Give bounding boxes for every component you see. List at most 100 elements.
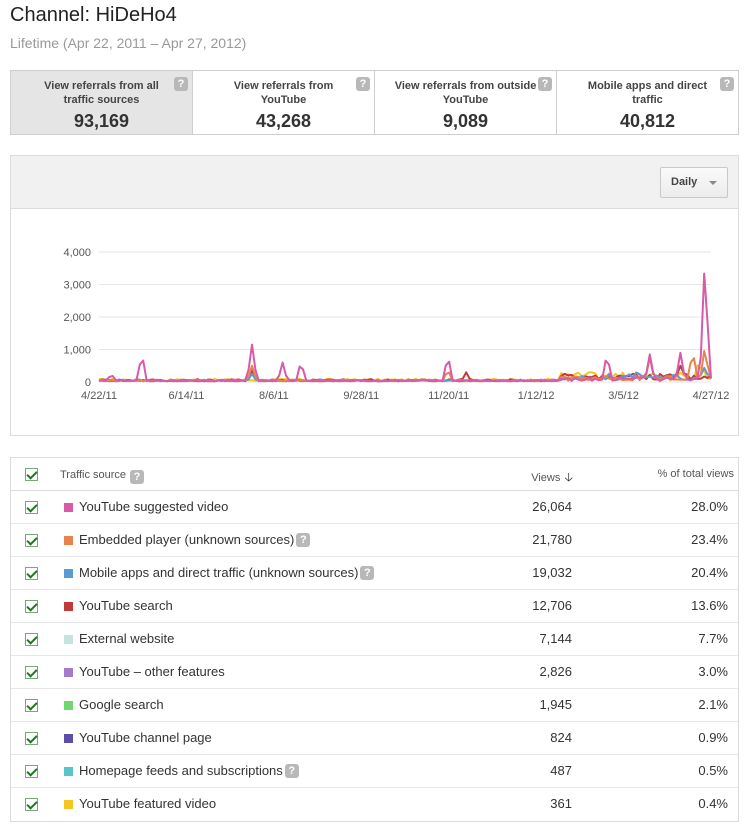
help-icon[interactable]: ?	[356, 77, 370, 91]
series-color-swatch	[64, 503, 73, 512]
y-tick-label: 1,000	[63, 345, 91, 357]
x-tick-label: 4/22/11	[81, 390, 117, 402]
traffic-source-table: Traffic source? Views 🡣 % of total views …	[10, 457, 739, 822]
row-checkbox[interactable]	[25, 567, 38, 580]
traffic-source-name: Homepage feeds and subscriptions	[79, 763, 283, 778]
metric-card-label: View referrals from YouTube	[233, 80, 334, 106]
column-header-pct: % of total views	[657, 468, 734, 480]
chevron-down-icon	[709, 181, 717, 185]
metric-card-label: View referrals from outside YouTube	[394, 80, 537, 106]
metric-card-0[interactable]: View referrals from all traffic sources 9…	[11, 71, 193, 134]
traffic-source-name: Embedded player (unknown sources)	[79, 532, 295, 547]
table-row: Embedded player (unknown sources)? 21,780…	[11, 524, 738, 557]
x-tick-label: 6/14/11	[168, 390, 204, 402]
views-value: 26,064	[532, 499, 572, 514]
series-color-swatch	[64, 734, 73, 743]
views-value: 361	[550, 796, 572, 811]
y-tick-label: 2,000	[63, 312, 91, 324]
granularity-dropdown[interactable]: Daily	[660, 167, 728, 198]
metric-card-value: 93,169	[73, 111, 130, 131]
table-row: External website 7,144 7.7%	[11, 623, 738, 656]
row-checkbox[interactable]	[25, 534, 38, 547]
pct-value: 0.4%	[698, 796, 728, 811]
help-icon[interactable]: ?	[174, 77, 188, 91]
help-icon[interactable]: ?	[538, 77, 552, 91]
views-value: 1,945	[539, 697, 572, 712]
row-checkbox[interactable]	[25, 798, 38, 811]
x-tick-label: 4/27/12	[693, 390, 730, 402]
table-row: YouTube channel page 824 0.9%	[11, 722, 738, 755]
metric-card-value: 40,812	[619, 111, 676, 131]
metric-card-2[interactable]: View referrals from outside YouTube 9,089…	[375, 71, 557, 134]
views-value: 7,144	[539, 631, 572, 646]
traffic-source-name: YouTube search	[79, 598, 173, 613]
table-row: YouTube search 12,706 13.6%	[11, 590, 738, 623]
y-tick-label: 3,000	[63, 280, 91, 292]
pct-value: 0.5%	[698, 763, 728, 778]
y-tick-label: 4,000	[63, 247, 91, 259]
date-range: Lifetime (Apr 22, 2011 – Apr 27, 2012)	[10, 35, 247, 51]
series-color-swatch	[64, 800, 73, 809]
column-header-views[interactable]: Views 🡣	[531, 470, 573, 484]
table-row: YouTube – other features 2,826 3.0%	[11, 656, 738, 689]
series-color-swatch	[64, 767, 73, 776]
metric-card-1[interactable]: View referrals from YouTube 43,268?	[193, 71, 375, 134]
series-color-swatch	[64, 536, 73, 545]
table-row: Google search 1,945 2.1%	[11, 689, 738, 722]
pct-value: 3.0%	[698, 664, 728, 679]
help-icon[interactable]: ?	[720, 77, 734, 91]
traffic-source-name: External website	[79, 631, 175, 646]
chart-toolbar: Daily	[11, 156, 738, 209]
series-color-swatch	[64, 668, 73, 677]
metric-card-3[interactable]: Mobile apps and direct traffic 40,812?	[557, 71, 738, 134]
y-tick-label: 0	[85, 377, 91, 389]
pct-value: 0.9%	[698, 730, 728, 745]
row-checkbox[interactable]	[25, 666, 38, 679]
metric-card-value: 43,268	[255, 111, 312, 131]
series-color-swatch	[64, 602, 73, 611]
row-checkbox[interactable]	[25, 600, 38, 613]
traffic-source-name: YouTube – other features	[79, 664, 225, 679]
x-tick-label: 3/5/12	[608, 390, 639, 402]
help-icon[interactable]: ?	[360, 566, 375, 580]
pct-value: 20.4%	[691, 565, 728, 580]
table-row: Homepage feeds and subscriptions? 487 0.5%	[11, 755, 738, 788]
row-checkbox[interactable]	[25, 699, 38, 712]
pct-value: 13.6%	[691, 598, 728, 613]
series-line	[98, 272, 712, 383]
table-row: Mobile apps and direct traffic (unknown …	[11, 557, 738, 590]
table-row: YouTube suggested video 26,064 28.0%	[11, 491, 738, 524]
page-title: Channel: HiDeHo4	[10, 4, 177, 26]
row-checkbox[interactable]	[25, 765, 38, 778]
views-value: 19,032	[532, 565, 572, 580]
help-icon[interactable]: ?	[130, 470, 145, 484]
x-tick-label: 11/20/11	[428, 390, 469, 402]
help-icon[interactable]: ?	[296, 533, 311, 547]
traffic-source-name: Google search	[79, 697, 164, 712]
pct-value: 28.0%	[691, 499, 728, 514]
select-all-checkbox[interactable]	[25, 468, 38, 481]
row-checkbox[interactable]	[25, 732, 38, 745]
table-header: Traffic source? Views 🡣 % of total views	[11, 458, 738, 491]
views-value: 21,780	[532, 532, 572, 547]
views-value: 824	[550, 730, 572, 745]
traffic-source-name: YouTube channel page	[79, 730, 212, 745]
table-row: YouTube featured video 361 0.4%	[11, 788, 738, 821]
metric-card-label: View referrals from all traffic sources	[44, 80, 159, 106]
x-tick-label: 8/6/11	[259, 390, 289, 402]
views-value: 2,826	[539, 664, 572, 679]
pct-value: 2.1%	[698, 697, 728, 712]
sort-down-icon: 🡣	[564, 470, 573, 484]
views-value: 487	[550, 763, 572, 778]
series-color-swatch	[64, 635, 73, 644]
x-tick-label: 1/12/12	[518, 390, 555, 402]
views-value: 12,706	[532, 598, 572, 613]
metric-cards: View referrals from all traffic sources 9…	[10, 70, 739, 135]
row-checkbox[interactable]	[25, 633, 38, 646]
metric-card-value: 9,089	[442, 111, 489, 131]
pct-value: 23.4%	[691, 532, 728, 547]
chart-panel: Daily 4,000 3,000 2,000 1,000 0 4/22/11 6/14/1…	[10, 155, 739, 436]
row-checkbox[interactable]	[25, 501, 38, 514]
help-icon[interactable]: ?	[284, 764, 299, 778]
traffic-source-name: YouTube suggested video	[79, 499, 229, 514]
